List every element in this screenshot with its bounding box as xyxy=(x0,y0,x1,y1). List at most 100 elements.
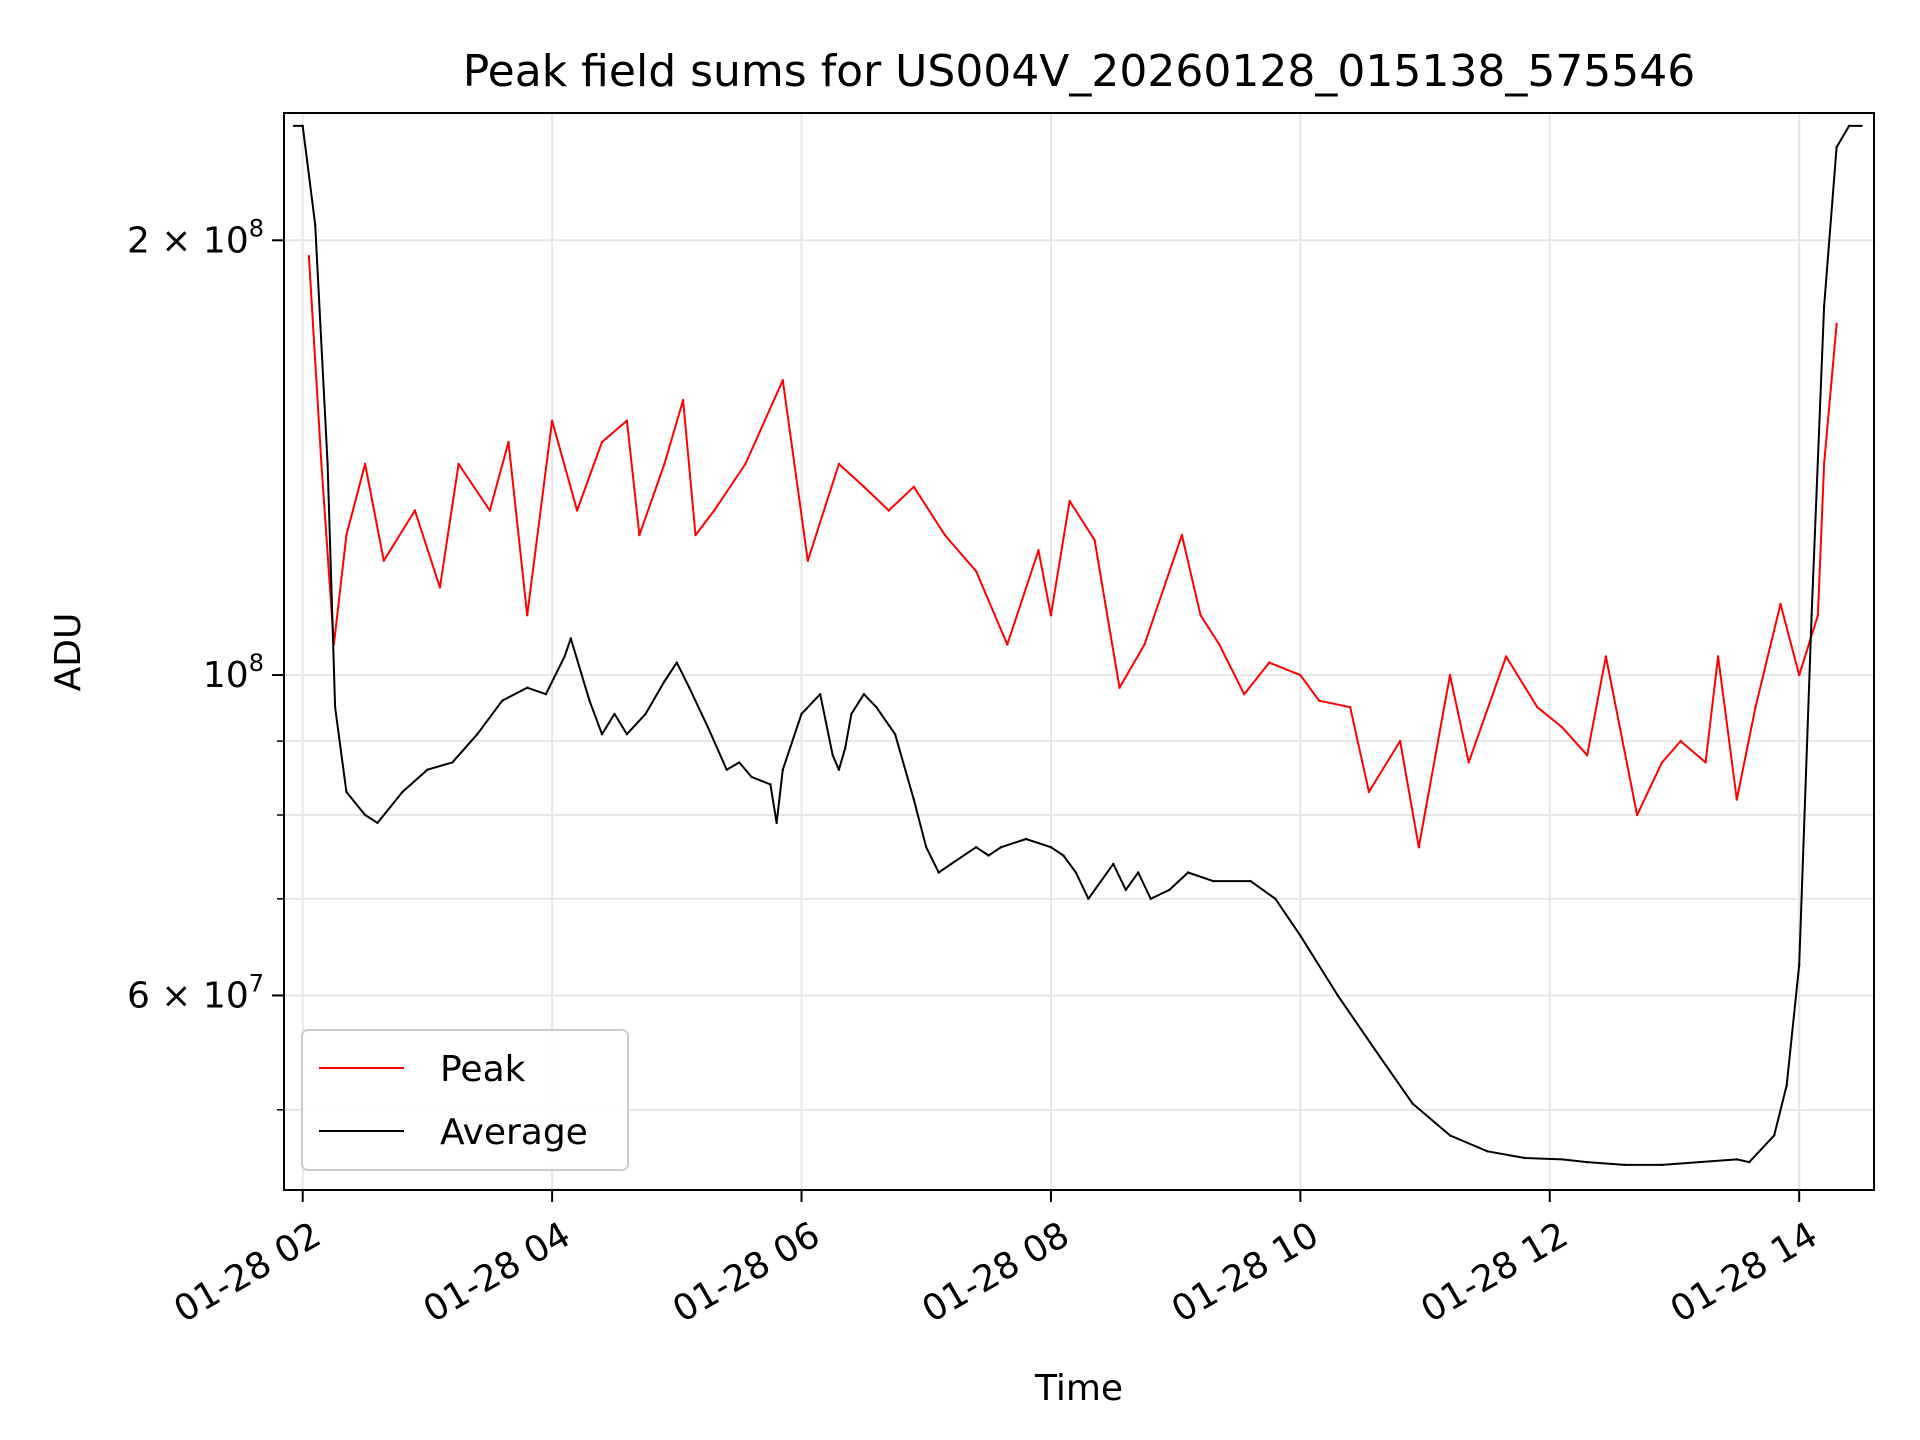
data-point-average xyxy=(501,699,504,702)
data-point-peak xyxy=(1199,614,1202,617)
data-point-average xyxy=(1299,934,1302,937)
data-point-average xyxy=(326,462,329,466)
data-point-average xyxy=(769,783,772,786)
data-point-peak xyxy=(974,570,978,573)
data-point-peak xyxy=(1704,761,1707,764)
data-point-average xyxy=(1748,1160,1751,1164)
data-point-peak xyxy=(307,255,311,258)
data-point-average xyxy=(401,790,404,794)
data-point-average xyxy=(1860,124,1863,128)
data-point-peak xyxy=(744,462,747,466)
data-point-average xyxy=(1062,854,1065,857)
data-point-average xyxy=(625,733,629,736)
data-point-average xyxy=(950,862,953,866)
data-point-peak xyxy=(1049,614,1053,617)
data-point-peak xyxy=(320,462,323,466)
data-point-peak xyxy=(943,533,947,537)
data-point-average xyxy=(1124,888,1128,892)
data-point-average xyxy=(563,655,566,658)
data-point-average xyxy=(925,846,928,849)
legend: Peak Average xyxy=(301,1029,629,1171)
data-point-average xyxy=(738,761,741,764)
data-point-average xyxy=(1660,1163,1664,1167)
data-point-peak xyxy=(1268,661,1271,664)
data-point-average xyxy=(333,706,337,709)
data-point-peak xyxy=(1835,322,1838,326)
data-point-peak xyxy=(1367,790,1371,794)
data-point-average xyxy=(426,768,429,771)
data-point-peak xyxy=(600,440,604,444)
data-point-average xyxy=(974,846,978,849)
data-point-average xyxy=(837,768,841,771)
data-point-average xyxy=(314,223,317,226)
data-point-peak xyxy=(457,462,460,466)
data-point-peak xyxy=(781,379,784,382)
data-point-peak xyxy=(1816,614,1820,617)
data-point-average xyxy=(1698,1160,1701,1164)
data-point-average xyxy=(862,693,866,696)
y-axis-label: ADU xyxy=(48,613,89,692)
data-point-peak xyxy=(382,559,385,562)
data-point-peak xyxy=(575,509,579,512)
data-point-peak xyxy=(1349,706,1352,709)
data-point-peak xyxy=(713,509,716,512)
data-point-peak xyxy=(1798,673,1801,677)
legend-label-average: Average xyxy=(440,1112,588,1153)
data-point-average xyxy=(1735,1158,1739,1161)
data-point-average xyxy=(613,712,616,716)
data-point-peak xyxy=(887,509,890,512)
data-point-average xyxy=(725,768,728,771)
y-tick-label: 6 × 107 xyxy=(127,969,264,1016)
data-point-average xyxy=(588,699,591,702)
data-point-average xyxy=(831,754,834,757)
data-point-peak xyxy=(1586,754,1589,757)
data-point-average xyxy=(363,813,367,817)
data-point-average xyxy=(987,854,990,857)
data-point-peak xyxy=(507,440,510,444)
data-point-average xyxy=(1785,1084,1788,1087)
data-point-peak xyxy=(1143,643,1146,646)
y-axis: 6 × 107 108 2 × 108 xyxy=(127,214,284,1111)
data-point-average xyxy=(875,706,878,709)
data-point-average xyxy=(781,768,784,771)
data-point-average xyxy=(1798,963,1801,967)
data-point-peak xyxy=(1660,761,1664,764)
data-point-peak xyxy=(1779,602,1782,606)
data-point-average xyxy=(1149,897,1152,900)
data-point-peak xyxy=(488,509,491,512)
data-point-average xyxy=(819,693,822,696)
data-point-peak xyxy=(912,485,915,488)
data-point-average xyxy=(1847,124,1851,128)
data-point-average xyxy=(301,124,304,128)
data-point-peak xyxy=(526,614,529,617)
data-point-peak xyxy=(1735,798,1739,801)
data-point-average xyxy=(912,798,915,801)
data-point-peak xyxy=(638,533,641,537)
data-point-average xyxy=(1112,862,1115,866)
data-point-average xyxy=(376,821,379,825)
data-point-average xyxy=(345,790,348,794)
legend-label-peak: Peak xyxy=(440,1049,526,1090)
data-point-peak xyxy=(1118,686,1121,689)
data-point-peak xyxy=(413,509,417,512)
data-point-peak xyxy=(1716,655,1720,658)
data-point-peak xyxy=(550,419,554,422)
data-point-peak xyxy=(1093,538,1096,542)
data-point-average xyxy=(1024,837,1028,841)
data-point-average xyxy=(476,733,479,736)
data-point-average xyxy=(1074,871,1078,874)
data-point-average xyxy=(663,680,666,683)
data-point-average xyxy=(600,733,604,736)
data-point-average xyxy=(844,746,847,750)
data-point-average xyxy=(1336,994,1340,997)
data-point-average xyxy=(706,726,710,729)
data-point-average xyxy=(569,637,572,640)
data-point-average xyxy=(526,686,529,689)
data-point-peak xyxy=(1448,673,1452,677)
y-tick-label: 108 xyxy=(203,649,264,696)
data-point-peak xyxy=(1037,549,1040,552)
data-point-average xyxy=(292,124,296,128)
chart-title: Peak field sums for US004V_20260128_0151… xyxy=(463,46,1696,97)
data-point-average xyxy=(800,712,803,716)
data-point-peak xyxy=(1679,739,1682,743)
